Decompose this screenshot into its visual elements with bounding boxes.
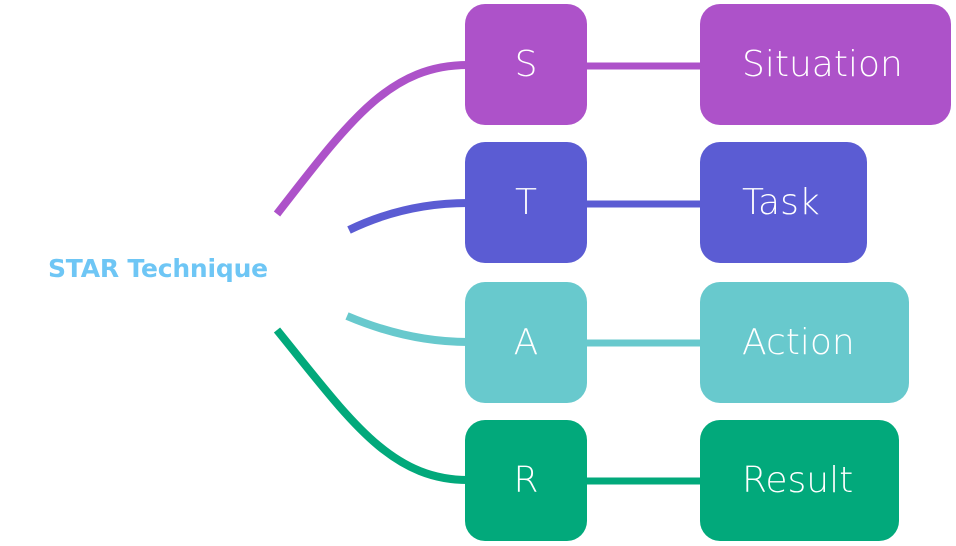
word-box-task: Task bbox=[700, 142, 867, 263]
letter-box-a: A bbox=[465, 282, 587, 403]
word-box-result: Result bbox=[700, 420, 899, 541]
letter-box-t: T bbox=[465, 142, 587, 263]
letter-box-r: R bbox=[465, 420, 587, 541]
root-topic-label: STAR Technique bbox=[48, 254, 268, 283]
letter-box-s: S bbox=[465, 4, 587, 125]
branch-connector-r bbox=[273, 327, 469, 484]
branch-connector-t bbox=[347, 199, 469, 234]
word-box-situation: Situation bbox=[700, 4, 951, 125]
word-box-action: Action bbox=[700, 282, 909, 403]
branch-connector-s bbox=[273, 61, 469, 217]
branch-connector-a bbox=[345, 312, 469, 346]
